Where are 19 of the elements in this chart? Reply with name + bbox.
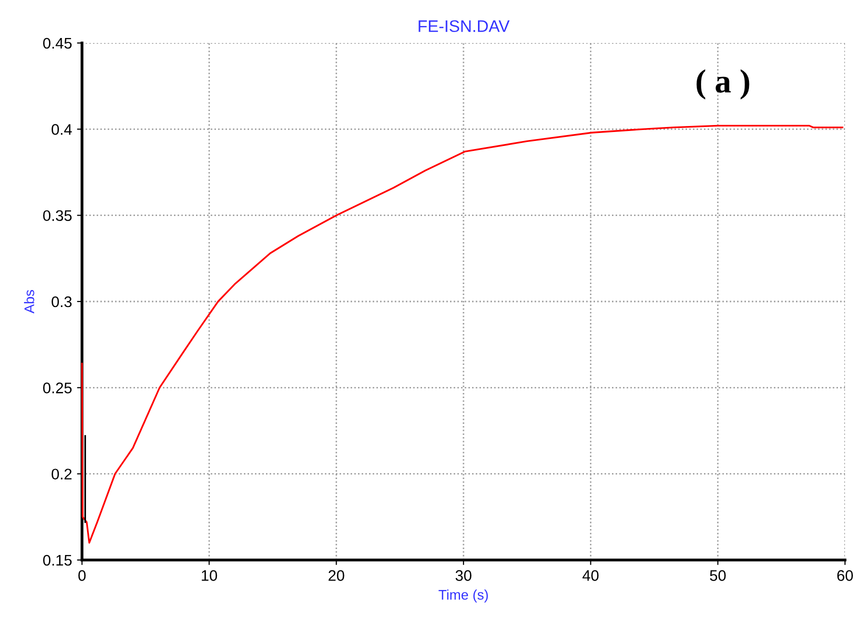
y-tick-label: 0.35 (43, 210, 72, 222)
y-tick-label: 0.3 (52, 296, 72, 308)
y-tick-label: 0.2 (52, 468, 72, 480)
x-tick-label: 30 (456, 570, 472, 581)
x-tick-label: 60 (837, 570, 853, 581)
x-tick-label: 0 (78, 570, 86, 581)
annotation: ( a ) (696, 69, 750, 100)
y-axis-title: Abs (24, 290, 34, 314)
y-tick-label: 0.45 (43, 38, 72, 49)
chart-title: FE-ISN.DAV (418, 20, 510, 32)
x-tick-label: 40 (582, 570, 599, 581)
y-tick-label: 0.15 (43, 554, 72, 566)
x-tick-label: 20 (328, 570, 344, 581)
y-tick-label: 0.25 (43, 382, 72, 394)
y-tick-label: 0.4 (52, 124, 72, 135)
x-tick-label: 10 (202, 570, 218, 581)
x-axis-title: Time (s) (438, 590, 488, 602)
x-tick-label: 50 (710, 570, 726, 581)
line-series (81, 124, 844, 544)
